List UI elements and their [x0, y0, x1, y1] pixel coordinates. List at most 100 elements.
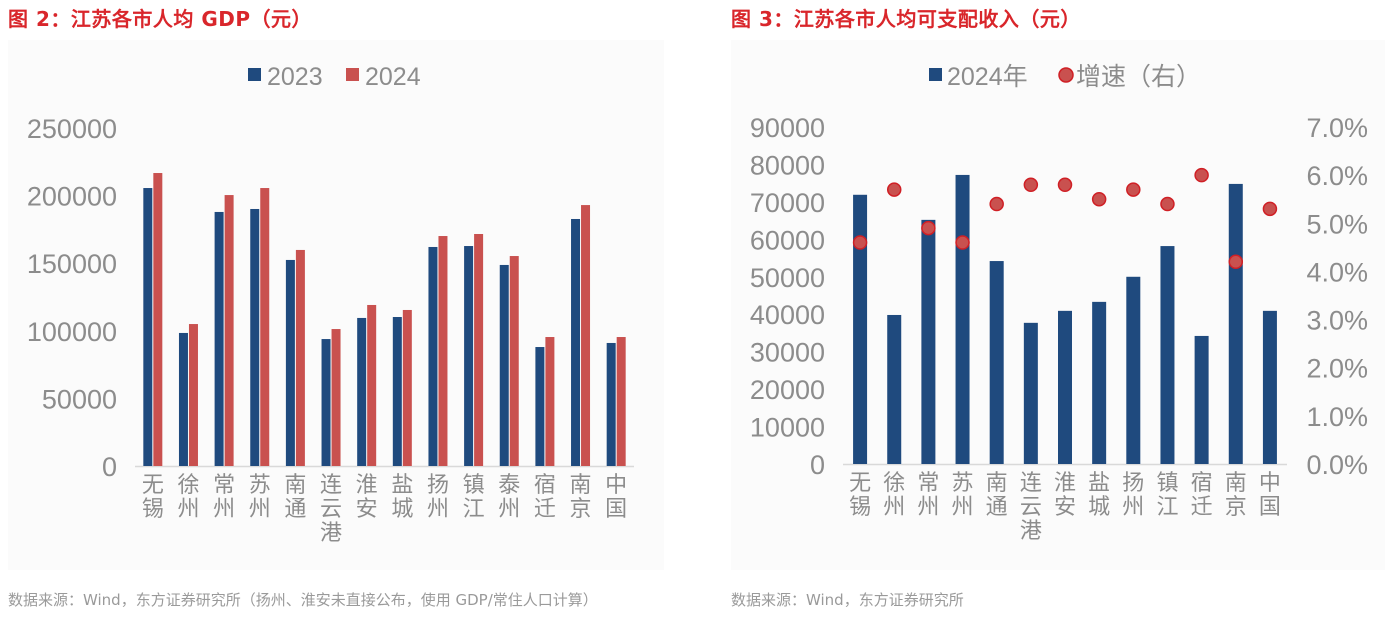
bar-2024-常州: [224, 195, 234, 466]
bar-2023-南京: [571, 218, 581, 466]
category-label-char: 盐: [391, 473, 413, 498]
category-label-char: 安: [1054, 495, 1076, 520]
category-label-char: 无: [849, 471, 871, 496]
category-label-char: 京: [1225, 495, 1247, 520]
bar-2023-盐城: [392, 317, 402, 466]
chart-panel-gdp: [8, 40, 664, 570]
legend-label-growth: 增速（右）: [1076, 62, 1201, 91]
y-tick-label: 50000: [42, 384, 117, 414]
category-label-扬州: 扬州: [1122, 471, 1144, 520]
bar-income-中国: [1262, 310, 1277, 464]
category-label-char: 扬: [427, 473, 449, 498]
bar-income-扬州: [1126, 276, 1141, 464]
y-right-tick-label: 2.0%: [1306, 354, 1368, 384]
category-label-char: 连: [320, 473, 342, 498]
gdp-bar-chart: 2023 2024 0 50000 100000 150000 200000 250000 无锡…: [27, 63, 634, 546]
y-left-tick-label: 40000: [750, 300, 825, 330]
category-label-char: 无: [142, 473, 164, 498]
y-left-tick-label: 10000: [750, 413, 825, 443]
category-label-常州: 常州: [917, 471, 939, 520]
category-label-char: 淮: [356, 473, 378, 498]
figure-3-title: 图 3：江苏各市人均可支配收入（元）: [731, 7, 1081, 31]
category-label-南京: 南京: [1225, 471, 1247, 520]
y-left-tick-label: 80000: [750, 150, 825, 180]
figure-2-title: 图 2：江苏各市人均 GDP（元）: [8, 7, 313, 31]
category-label-char: 州: [1122, 495, 1144, 520]
bar-2024-苏州: [260, 188, 270, 466]
category-label-中国: 中国: [1259, 471, 1281, 520]
category-label-无锡: 无锡: [849, 471, 871, 520]
bar-2024-扬州: [438, 236, 448, 466]
category-label-连云港: 连云港: [320, 473, 342, 546]
category-label-泰州: 泰州: [498, 473, 520, 522]
category-label-char: 通: [284, 497, 306, 522]
bar-2024-徐州: [188, 324, 198, 466]
bar-2023-扬州: [428, 246, 438, 466]
category-label-char: 迁: [534, 497, 556, 522]
category-label-char: 泰: [498, 473, 520, 498]
category-label-char: 安: [356, 497, 378, 522]
bar-2023-淮安: [357, 317, 367, 466]
legend-marker-growth: [1058, 67, 1074, 83]
y-tick-label: 0: [102, 452, 117, 482]
y-tick-label: 150000: [27, 249, 117, 279]
category-label-宿迁: 宿迁: [534, 473, 556, 522]
bar-2023-南通: [285, 259, 295, 466]
bar-2023-常州: [214, 211, 224, 466]
category-label-char: 盐: [1088, 471, 1110, 496]
category-label-苏州: 苏州: [952, 471, 974, 520]
y-left-tick-label: 0: [810, 450, 825, 480]
category-label-char: 国: [605, 497, 627, 522]
category-label-char: 中: [1259, 471, 1281, 496]
bar-2023-中国: [606, 342, 616, 466]
y-right-tick-label: 4.0%: [1306, 257, 1368, 287]
category-label-char: 州: [213, 497, 235, 522]
category-label-盐城: 盐城: [1088, 471, 1110, 520]
category-label-常州: 常州: [213, 473, 235, 522]
category-label-char: 南: [986, 471, 1008, 496]
bar-income-苏州: [955, 174, 970, 464]
category-label-char: 徐: [177, 473, 199, 498]
growth-dot-扬州: [1126, 182, 1141, 197]
bar-income-盐城: [1092, 301, 1107, 464]
bar-income-南京: [1228, 183, 1243, 464]
category-label-char: 宿: [534, 473, 556, 498]
category-label-char: 江: [463, 497, 485, 522]
growth-dot-淮安: [1057, 177, 1073, 193]
growth-dot-南京: [1228, 254, 1244, 270]
growth-dot-连云港: [1023, 177, 1039, 193]
bar-2024-南通: [295, 249, 305, 466]
category-label-char: 州: [883, 495, 905, 520]
y-right-tick-label: 7.0%: [1306, 113, 1368, 143]
category-label-char: 云: [320, 497, 342, 522]
category-label-char: 云: [1020, 495, 1042, 520]
category-label-南通: 南通: [986, 471, 1008, 520]
category-label-char: 州: [498, 497, 520, 522]
legend-label-income-2024: 2024年: [947, 63, 1028, 91]
growth-dot-常州: [921, 220, 936, 236]
bar-income-徐州: [887, 314, 902, 464]
category-label-淮安: 淮安: [356, 473, 378, 522]
y-left-tick-label: 60000: [750, 225, 825, 255]
category-label-char: 扬: [1122, 471, 1144, 496]
category-label-char: 镇: [1156, 471, 1178, 496]
bar-2023-徐州: [178, 332, 188, 466]
figure-2-source-note: 数据来源：Wind，东方证券研究所（扬州、淮安未直接公布，使用 GDP/常住人口…: [8, 591, 598, 609]
category-label-char: 州: [917, 495, 939, 520]
category-label-char: 徐: [883, 471, 905, 496]
y-tick-label: 200000: [27, 182, 117, 212]
y-left-tick-label: 70000: [750, 188, 825, 218]
y-right-tick-label: 1.0%: [1306, 402, 1368, 432]
y-left-tick-label: 20000: [750, 375, 825, 405]
y-left-tick-label: 90000: [750, 113, 825, 143]
category-label-char: 江: [1156, 495, 1178, 520]
category-label-无锡: 无锡: [142, 473, 164, 522]
category-label-盐城: 盐城: [391, 473, 413, 522]
bar-income-镇江: [1160, 246, 1175, 464]
bar-2024-宿迁: [545, 337, 555, 466]
bar-2024-连云港: [331, 329, 341, 466]
category-label-苏州: 苏州: [249, 473, 271, 522]
bar-income-淮安: [1058, 310, 1072, 464]
category-label-南通: 南通: [284, 473, 306, 522]
y-left-tick-label: 30000: [750, 338, 825, 368]
